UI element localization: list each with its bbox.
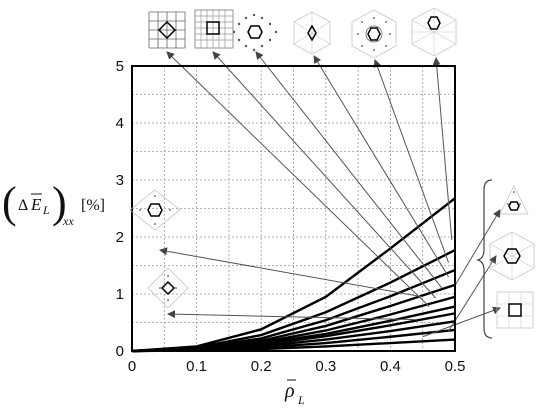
y-axis-label: ( Δ E L ) xx [%]	[2, 178, 105, 228]
lattice-thumbnails	[129, 7, 535, 339]
leader-arrow-3	[313, 55, 449, 278]
y-tick-label: 5	[116, 58, 124, 75]
svg-text:[%]: [%]	[81, 197, 105, 214]
leader-arrows	[159, 51, 501, 338]
svg-text:L: L	[297, 393, 305, 407]
x-tick-label: 0	[128, 358, 136, 375]
leader-arrow-4	[373, 59, 450, 263]
svg-text:Δ: Δ	[18, 197, 28, 214]
svg-text:L: L	[42, 203, 50, 217]
y-tick-label: 0	[116, 343, 124, 360]
leader-arrow-5	[432, 57, 453, 240]
svg-text:E: E	[30, 195, 42, 214]
thumbnail-square-lattice	[148, 11, 186, 49]
svg-text:): )	[52, 178, 67, 227]
thumbnail-triangular-lattice	[411, 7, 457, 57]
leader-arrow-1	[212, 51, 436, 299]
x-axis-label: ρ L	[284, 379, 305, 407]
leader-arrow-8	[454, 209, 501, 286]
y-tick-label: 2	[116, 229, 124, 246]
thumbnail-dense-hexagonal-lattice	[351, 9, 397, 59]
x-tick-label: 0.1	[186, 358, 207, 375]
thumbnail-side-hexagon-lattice	[489, 231, 535, 281]
leader-arrow-10	[422, 306, 501, 338]
leader-arrow-0	[166, 51, 430, 307]
thumbnail-side-triangle-lattice	[499, 185, 529, 215]
y-tick-label: 4	[116, 115, 124, 132]
x-tick-label: 0.3	[315, 358, 336, 375]
x-tick-label: 0.4	[380, 358, 401, 375]
grid	[132, 66, 455, 351]
tick-labels: 0 0.1 0.2 0.3 0.4 0.5 0 1 2 3 4 5	[116, 58, 466, 375]
y-tick-label: 3	[116, 172, 124, 189]
leader-arrow-9	[448, 255, 497, 332]
y-tick-label: 1	[116, 286, 124, 303]
thumbnail-square-grid-lattice	[194, 9, 234, 49]
svg-text:ρ: ρ	[284, 380, 295, 402]
x-tick-label: 0.2	[251, 358, 272, 375]
thumbnail-bracket	[476, 179, 493, 339]
leader-arrow-2	[255, 51, 443, 289]
thumbnail-side-diamond-lattice	[147, 267, 189, 309]
thumbnail-side-hexagon-diamond-lattice	[129, 189, 181, 231]
thumbnail-side-square-lattice	[496, 291, 534, 329]
svg-text:xx: xx	[62, 214, 74, 228]
thumbnail-kagome-lattice	[293, 11, 331, 55]
leader-arrow-7	[167, 310, 417, 321]
leader-arrow-6	[159, 247, 423, 298]
thumbnail-hexagonal-lattice	[232, 13, 278, 52]
svg-text:(: (	[2, 178, 17, 227]
x-tick-label: 0.5	[445, 358, 466, 375]
